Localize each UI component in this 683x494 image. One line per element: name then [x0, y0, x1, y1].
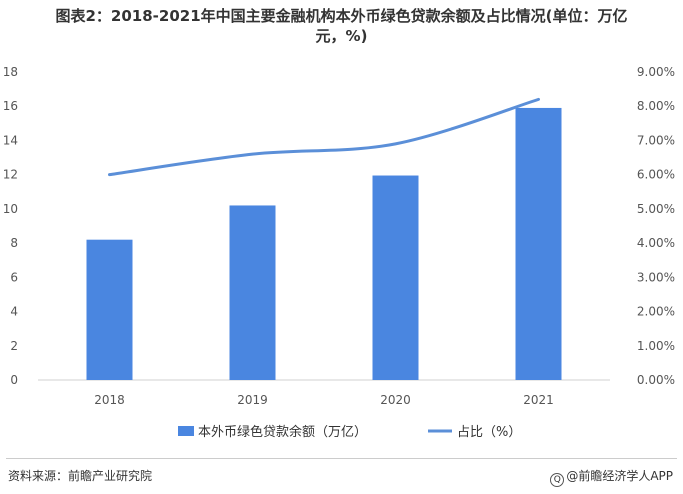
right-axis-tick-label: 0.00%	[637, 373, 675, 387]
chart-title-line2: 元，%)	[315, 27, 368, 45]
bar-2021	[515, 107, 562, 380]
brand-name: @前瞻经济学人APP	[566, 469, 673, 483]
right-axis-tick-label: 9.00%	[637, 65, 675, 79]
x-axis: 2018 2019 2020 2021	[38, 379, 610, 407]
left-axis-tick-label: 0	[10, 373, 18, 387]
left-axis-tick-label: 16	[3, 99, 18, 113]
bar-2020	[372, 175, 419, 380]
left-axis-tick-label: 10	[3, 202, 18, 216]
bar-2019	[229, 205, 276, 380]
right-axis-tick-label: 8.00%	[637, 99, 675, 113]
legend-bar-swatch	[178, 426, 194, 436]
left-axis-tick-label: 14	[3, 133, 18, 147]
bar-series	[86, 107, 562, 380]
left-axis: 0 2 4 6 8 10 12 14 16 18	[3, 65, 18, 387]
line-series	[108, 97, 540, 177]
left-axis-tick-label: 12	[3, 168, 18, 182]
right-axis: 0.00% 1.00% 2.00% 3.00% 4.00% 5.00% 6.00% 7.00%…	[637, 65, 675, 387]
bar-2018	[86, 239, 133, 380]
legend-line-label: 占比（%）	[457, 425, 521, 440]
line-share	[108, 97, 540, 177]
left-axis-tick-label: 18	[3, 65, 18, 79]
chart-title-line1: 图表2：2018-2021年中国主要金融机构本外币绿色贷款余额及占比情况(单位：…	[55, 7, 628, 25]
right-axis-tick-label: 6.00%	[637, 168, 675, 182]
x-axis-tick-label: 2020	[380, 393, 411, 407]
left-axis-tick-label: 8	[10, 236, 18, 250]
left-axis-tick-label: 2	[10, 339, 18, 353]
x-axis-tick-label: 2019	[237, 393, 268, 407]
right-axis-tick-label: 7.00%	[637, 133, 675, 147]
right-axis-tick-label: 2.00%	[637, 305, 675, 319]
legend: 本外币绿色贷款余额（万亿） 占比（%）	[178, 424, 521, 440]
chart-title: 图表2：2018-2021年中国主要金融机构本外币绿色贷款余额及占比情况(单位：…	[0, 6, 683, 46]
x-axis-tick-label: 2021	[523, 393, 554, 407]
right-axis-tick-label: 4.00%	[637, 236, 675, 250]
footer: 资料来源：前瞻产业研究院 Q @前瞻经济学人APP	[0, 458, 683, 494]
legend-bar-label: 本外币绿色贷款余额（万亿）	[198, 424, 367, 440]
right-axis-tick-label: 1.00%	[637, 339, 675, 353]
source-note: 资料来源：前瞻产业研究院	[8, 469, 153, 483]
x-axis-tick-label: 2018	[94, 393, 125, 407]
brand-logo-icon: Q	[550, 473, 565, 487]
brand-credit: Q @前瞻经济学人APP	[550, 467, 673, 487]
right-axis-tick-label: 5.00%	[637, 202, 675, 216]
left-axis-tick-label: 6	[10, 270, 18, 284]
footer-divider	[6, 458, 677, 459]
left-axis-tick-label: 4	[10, 305, 18, 319]
right-axis-tick-label: 3.00%	[637, 270, 675, 284]
